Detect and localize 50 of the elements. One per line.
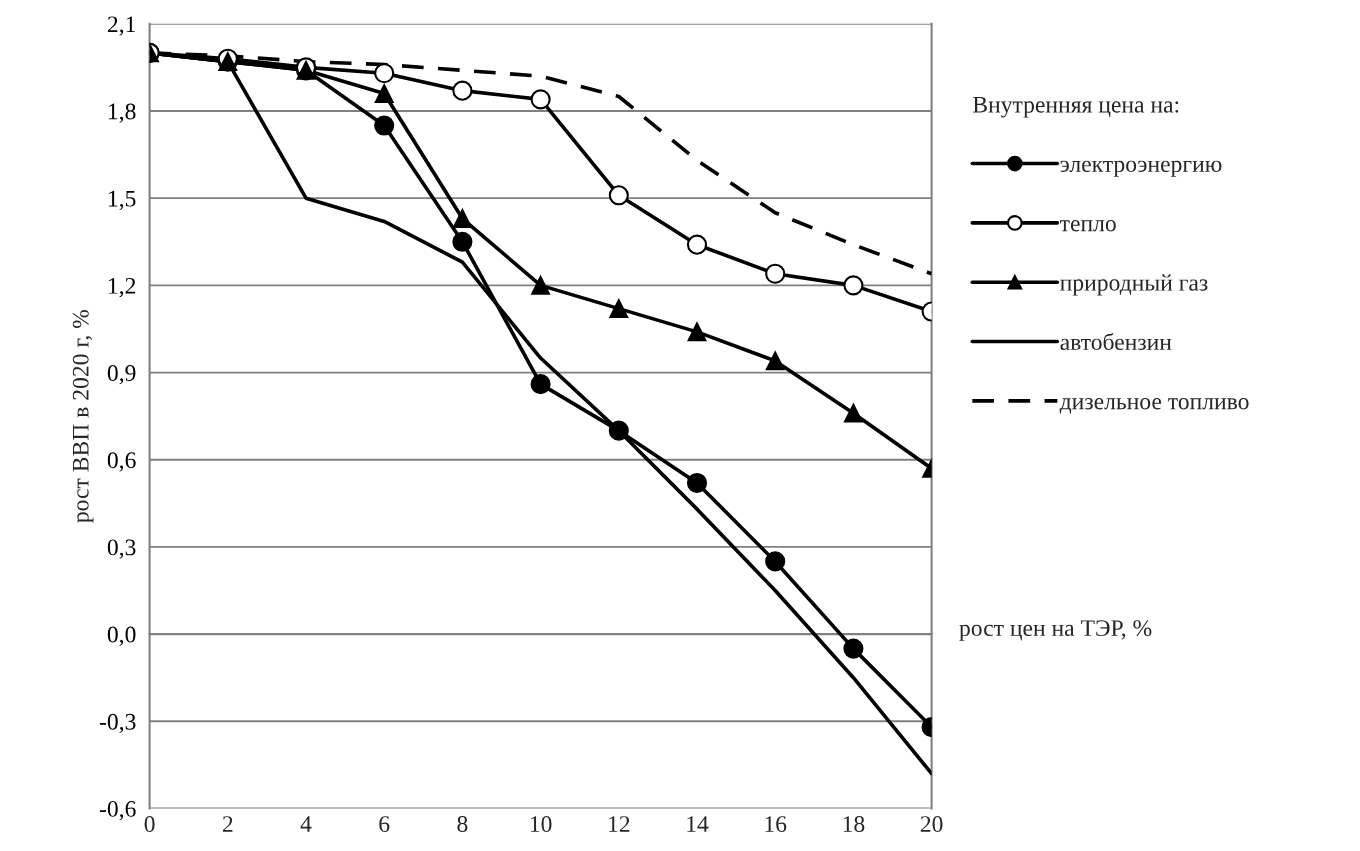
point [608,185,629,206]
point [531,275,550,295]
point [843,275,864,296]
x-tick-label: 16 [765,816,787,833]
y-tick-label: 1,2 [108,277,136,298]
point [452,80,473,101]
x-tick-label: 20 [920,816,943,833]
x-tick-label: 4 [300,816,312,832]
point [452,231,473,252]
y-tick-label: 0,6 [107,452,136,472]
x-tick-label: 0 [144,816,155,833]
point [530,374,551,395]
point [608,420,629,441]
legend-label: дизельное топливо [1059,398,1249,414]
y-tick-label: -0,6 [99,800,136,821]
y-tick-label: 1,8 [108,103,136,123]
y-tick-label: 2,1 [107,16,135,36]
x-tick-label: 6 [379,816,390,833]
legend-label: природный газ [1060,274,1208,296]
point [844,403,863,423]
x-tick-label: 18 [843,816,865,833]
x-tick-label: 2 [222,816,233,832]
y-axis-title: рост ВВП в 2020 г, % [72,309,94,523]
y-tick-label: 0,0 [107,626,136,646]
point [374,115,395,136]
legend-label: тепло [1060,220,1116,232]
legend-title: Внутренняя цена на: [973,96,1179,118]
point [686,472,708,494]
point [530,89,551,110]
legend-label: автобензин [1060,332,1172,351]
legend-label: электроэнергию [1060,160,1222,177]
point [686,234,708,255]
point [765,263,786,284]
y-tick-label: 0,3 [107,539,136,559]
y-tick-label: 0,9 [107,365,136,385]
point [765,551,786,572]
x-tick-label: 12 [609,816,630,832]
y-tick-label: -0,3 [99,713,136,734]
point [609,299,629,318]
x-axis-title: рост цен на ТЭР, % [959,620,1152,641]
point [843,638,864,659]
point [687,322,707,342]
y-tick-label: 1,5 [108,190,136,211]
point [374,84,394,103]
x-tick-label: 10 [530,816,552,833]
point [453,209,472,228]
point [374,63,395,84]
x-tick-label: 14 [687,816,709,832]
x-tick-label: 8 [457,816,468,833]
point [765,351,785,371]
